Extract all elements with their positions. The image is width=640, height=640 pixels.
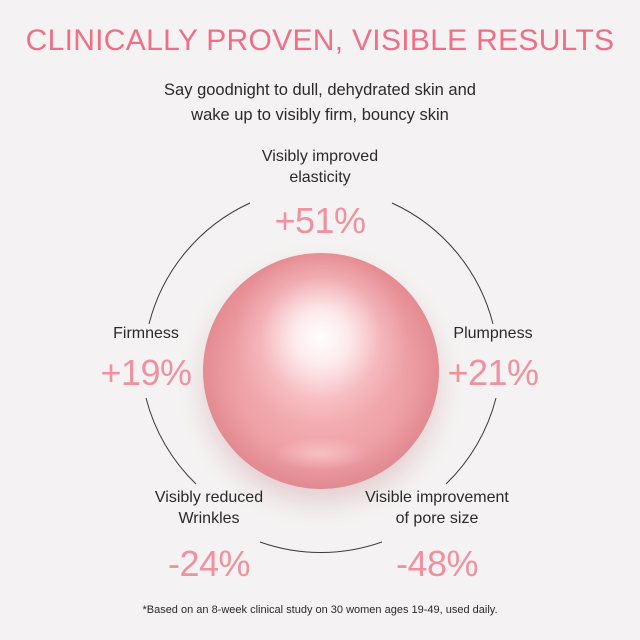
stat-elasticity: Visibly improved elasticity +51% [220,146,420,242]
ring-arc-right [445,397,497,485]
stat-plumpness-label: Plumpness [453,325,533,342]
stat-elasticity-label-2: elasticity [289,169,351,186]
stat-wrinkles: Visibly reduced Wrinkles -24% [119,487,299,585]
page-title: CLINICALLY PROVEN, VISIBLE RESULTS [25,24,615,57]
stat-wrinkles-label-2: Wrinkles [178,510,240,527]
stat-plumpness-value: +21% [447,352,539,393]
stat-plumpness: Plumpness +21% [423,323,563,394]
ring-arc-top-left [148,202,251,325]
ring-arc-bottom [259,541,383,554]
stat-pore-size-label-1: Visible improvement [365,489,509,506]
ring-arc-top-right [391,202,494,325]
ring-arc-left [145,397,197,485]
subtitle-line-1: Say goodnight to dull, dehydrated skin a… [164,81,476,99]
pearl-sphere-image [203,253,439,489]
stat-firmness-label: Firmness [113,325,179,342]
stat-wrinkles-label-1: Visibly reduced [154,489,264,506]
stat-elasticity-value: +51% [274,200,366,241]
stat-pore-size: Visible improvement of pore size -48% [347,487,527,585]
stat-pore-size-value: -48% [395,543,479,584]
subtitle-line-2: wake up to visibly firm, bouncy skin [191,106,449,124]
stat-firmness-value: +19% [100,352,192,393]
stat-elasticity-label-1: Visibly improved [261,148,379,165]
stat-wrinkles-value: -24% [167,543,251,584]
subtitle: Say goodnight to dull, dehydrated skin a… [0,78,640,128]
stat-firmness: Firmness +19% [76,323,216,394]
stat-pore-size-label-2: of pore size [395,510,479,527]
footnote: *Based on an 8-week clinical study on 30… [142,604,498,616]
